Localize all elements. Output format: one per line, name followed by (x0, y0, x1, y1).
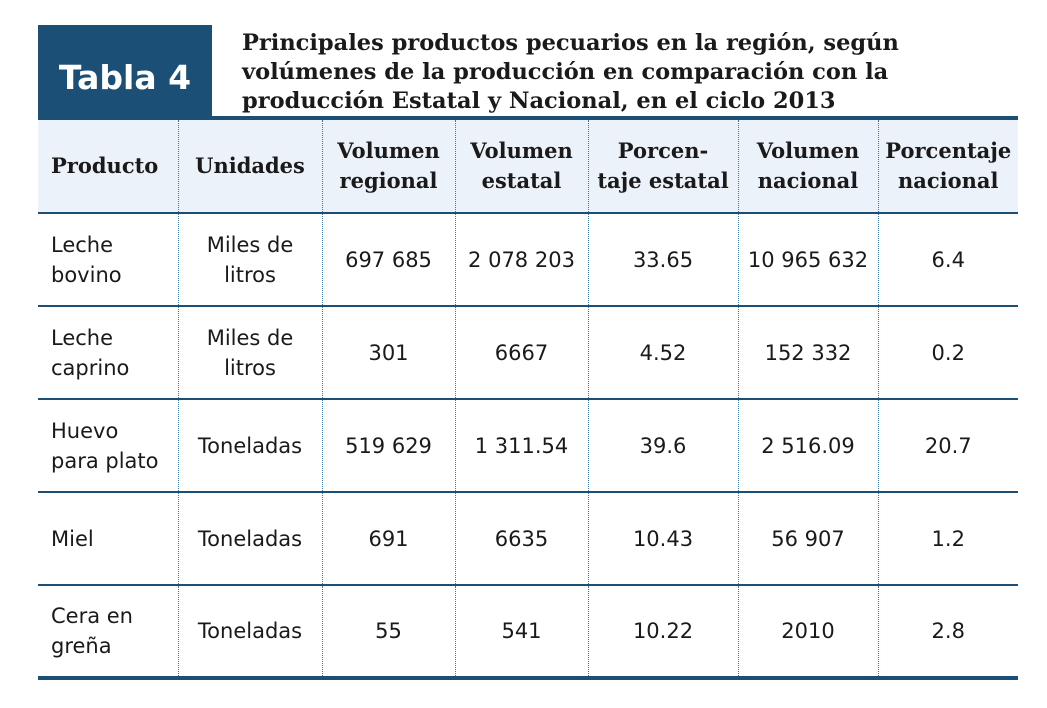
cell-volumen-regional: 301 (321, 306, 455, 399)
cell-volumen-nacional: 10 965 632 (737, 213, 878, 306)
table-row: Leche bovino Miles de litros 697 685 2 078… (38, 213, 1018, 306)
cell-volumen-nacional: 2010 (737, 585, 878, 678)
cell-producto: Miel (51, 526, 94, 551)
cell-producto: Leche bovino (51, 232, 122, 287)
cell-volumen-regional: 691 (321, 492, 455, 585)
cell-producto: Huevo para plato (51, 418, 159, 473)
cell-volumen-nacional: 2 516.09 (737, 399, 878, 492)
title-line: Principales productos pecuarios en la re… (242, 30, 899, 56)
cell-porcentaje-estatal: 4.52 (587, 306, 738, 399)
cell-unidades: Toneladas (177, 585, 322, 678)
header-porcentaje-nacional: Porcentaje nacional (877, 118, 1018, 213)
header-volumen-nacional: Volumen nacional (737, 118, 878, 213)
table-row: Cera en greña Toneladas 55 541 10.22 2010… (38, 585, 1018, 678)
cell-producto: Cera en greña (51, 604, 133, 658)
header-volumen-regional: Volumen regional (321, 118, 455, 213)
cell-unidades: Miles de litros (177, 213, 322, 306)
table-number-label: Tabla 4 (58, 57, 192, 97)
cell-porcentaje-estatal: 10.22 (587, 585, 738, 678)
cell-porcentaje-nacional: 6.4 (877, 213, 1018, 306)
header-porcentaje-estatal: Porcen-taje estatal (587, 118, 738, 213)
table-title: Principales productos pecuarios en la re… (242, 29, 962, 116)
cell-volumen-regional: 519 629 (321, 399, 455, 492)
cell-volumen-regional: 697 685 (321, 213, 455, 306)
title-line: producción Estatal y Nacional, en el cic… (242, 88, 836, 114)
table-row: Huevo para plato Toneladas 519 629 1 311.… (38, 399, 1018, 492)
header-producto: Producto (51, 153, 159, 178)
cell-volumen-estatal: 6635 (454, 492, 588, 585)
cell-porcentaje-estatal: 33.65 (587, 213, 738, 306)
cell-producto: Leche caprino (51, 325, 130, 380)
header-volumen-estatal: Volumen estatal (454, 118, 588, 213)
cell-porcentaje-nacional: 1.2 (877, 492, 1018, 585)
cell-unidades: Toneladas (177, 492, 322, 585)
cell-unidades: Miles de litros (177, 306, 322, 399)
table-row: Miel Toneladas 691 6635 10.43 56 907 1.2 (38, 492, 1018, 585)
cell-volumen-estatal: 2 078 203 (454, 213, 588, 306)
header-row: Producto Unidades Volumen regional Volume… (38, 118, 1018, 213)
cell-volumen-estatal: 541 (454, 585, 588, 678)
cell-porcentaje-estatal: 39.6 (587, 399, 738, 492)
title-line: volúmenes de la producción en comparació… (242, 59, 889, 85)
cell-volumen-estatal: 6667 (454, 306, 588, 399)
data-table: Producto Unidades Volumen regional Volume… (38, 116, 1018, 680)
cell-porcentaje-nacional: 0.2 (877, 306, 1018, 399)
header-unidades: Unidades (177, 118, 322, 213)
cell-volumen-estatal: 1 311.54 (454, 399, 588, 492)
table-number-tag: Tabla 4 (38, 25, 212, 119)
cell-volumen-regional: 55 (321, 585, 455, 678)
cell-volumen-nacional: 56 907 (737, 492, 878, 585)
cell-unidades: Toneladas (177, 399, 322, 492)
cell-porcentaje-nacional: 2.8 (877, 585, 1018, 678)
data-table-container: Producto Unidades Volumen regional Volume… (38, 116, 1018, 680)
cell-porcentaje-estatal: 10.43 (587, 492, 738, 585)
cell-volumen-nacional: 152 332 (737, 306, 878, 399)
cell-porcentaje-nacional: 20.7 (877, 399, 1018, 492)
table-row: Leche caprino Miles de litros 301 6667 4.5… (38, 306, 1018, 399)
